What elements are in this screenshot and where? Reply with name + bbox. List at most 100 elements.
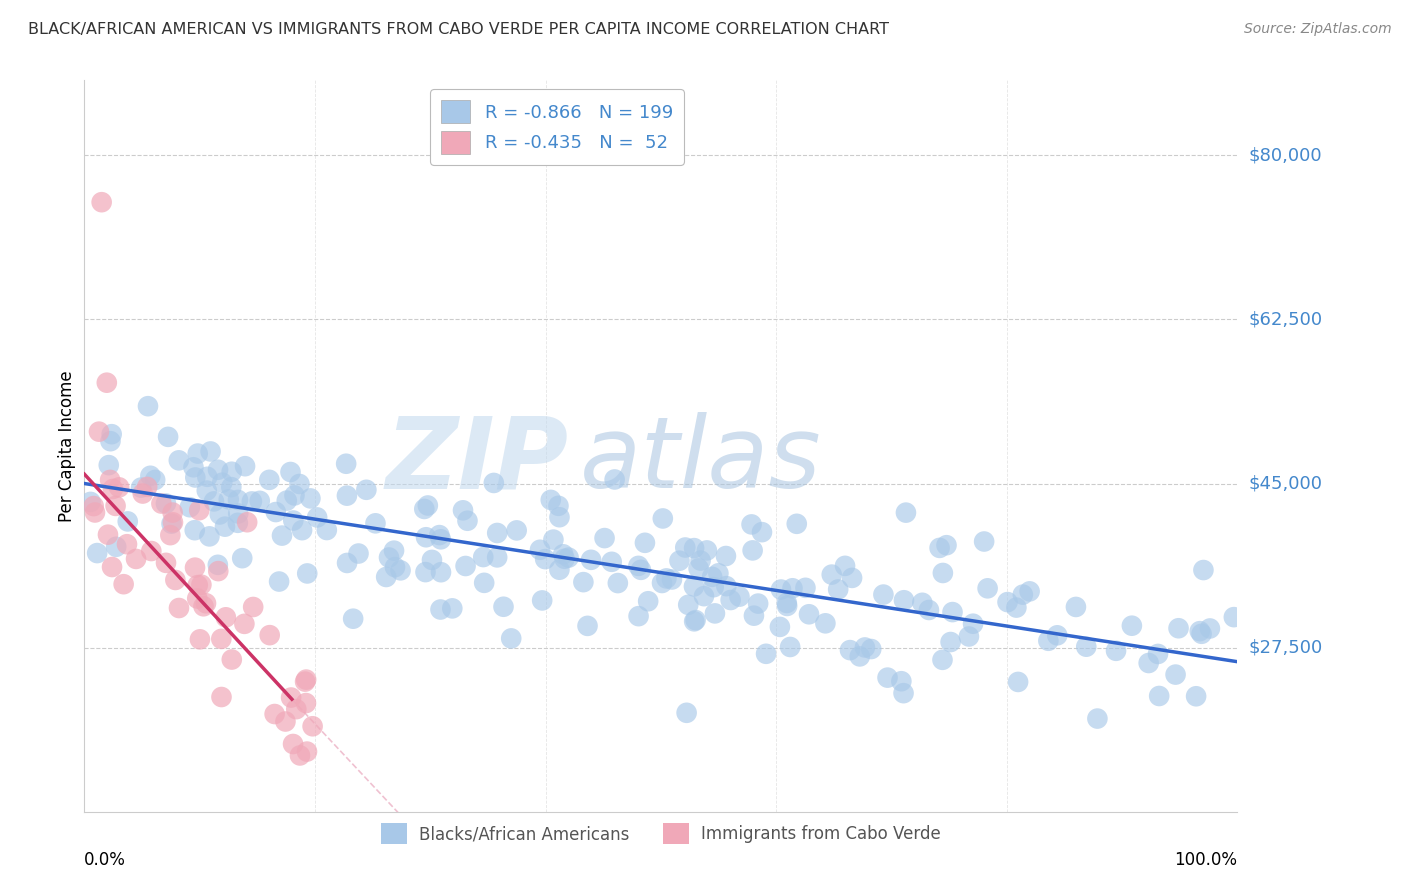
Point <box>215 610 238 624</box>
Point <box>1185 690 1208 704</box>
Point <box>531 593 554 607</box>
Point <box>100 434 122 449</box>
Point <box>786 516 808 531</box>
Point <box>683 579 706 593</box>
Point <box>741 517 763 532</box>
Point <box>162 516 184 530</box>
Point <box>429 602 451 616</box>
Point <box>794 581 817 595</box>
Point <box>231 551 253 566</box>
Point <box>136 399 159 413</box>
Point <box>554 551 576 566</box>
Point <box>295 673 318 687</box>
Point <box>751 525 773 540</box>
Point <box>198 529 221 543</box>
Point <box>911 596 934 610</box>
Point <box>703 580 725 594</box>
Point <box>849 649 872 664</box>
Point <box>1121 618 1143 632</box>
Point <box>606 576 628 591</box>
Text: Source: ZipAtlas.com: Source: ZipAtlas.com <box>1244 22 1392 37</box>
Point <box>132 486 155 500</box>
Point <box>285 702 308 716</box>
Point <box>872 588 894 602</box>
Point <box>184 523 207 537</box>
Point <box>841 571 863 585</box>
Point <box>534 552 557 566</box>
Point <box>187 446 209 460</box>
Point <box>553 547 575 561</box>
Point <box>693 589 716 603</box>
Point <box>1167 621 1189 635</box>
Point <box>117 515 139 529</box>
Point <box>242 599 264 614</box>
Point <box>683 615 706 629</box>
Point <box>297 566 319 581</box>
Point <box>1191 627 1213 641</box>
Point <box>301 719 323 733</box>
Point <box>233 459 256 474</box>
Point <box>683 541 706 555</box>
Point <box>976 582 998 596</box>
Point <box>221 465 243 479</box>
Point <box>112 577 135 591</box>
Point <box>83 499 105 513</box>
Point <box>728 590 751 604</box>
Point <box>655 571 678 585</box>
Point <box>299 491 322 506</box>
Point <box>782 581 804 595</box>
Point <box>184 470 207 484</box>
Point <box>157 430 180 444</box>
Point <box>336 489 359 503</box>
Point <box>276 493 298 508</box>
Point <box>294 674 316 689</box>
Point <box>288 748 311 763</box>
Point <box>96 376 118 390</box>
Point <box>79 495 101 509</box>
Point <box>696 543 718 558</box>
Point <box>384 560 406 574</box>
Point <box>1018 584 1040 599</box>
Point <box>579 553 602 567</box>
Point <box>557 550 579 565</box>
Point <box>269 574 291 589</box>
Point <box>1105 644 1128 658</box>
Point <box>755 647 778 661</box>
Point <box>259 628 281 642</box>
Text: atlas: atlas <box>581 412 821 509</box>
Point <box>634 536 657 550</box>
Point <box>716 579 738 593</box>
Point <box>90 195 112 210</box>
Point <box>139 468 162 483</box>
Point <box>184 560 207 574</box>
Text: $45,000: $45,000 <box>1249 475 1323 492</box>
Text: 100.0%: 100.0% <box>1174 851 1237 869</box>
Point <box>167 453 190 467</box>
Point <box>190 578 212 592</box>
Point <box>236 515 259 529</box>
Point <box>389 563 412 577</box>
Point <box>159 528 181 542</box>
Point <box>637 594 659 608</box>
Point <box>413 502 436 516</box>
Point <box>853 640 876 655</box>
Point <box>291 523 314 537</box>
Point <box>962 616 984 631</box>
Text: ZIP: ZIP <box>385 412 568 509</box>
Point <box>271 528 294 542</box>
Point <box>101 482 124 496</box>
Point <box>1223 610 1246 624</box>
Point <box>707 566 730 581</box>
Point <box>280 690 302 705</box>
Point <box>195 596 218 610</box>
Point <box>207 564 229 578</box>
Point <box>1038 633 1060 648</box>
Point <box>98 473 121 487</box>
Point <box>651 511 673 525</box>
Point <box>104 499 127 513</box>
Point <box>280 465 302 479</box>
Point <box>932 566 955 580</box>
Point <box>673 541 696 555</box>
Point <box>108 480 131 494</box>
Point <box>627 609 650 624</box>
